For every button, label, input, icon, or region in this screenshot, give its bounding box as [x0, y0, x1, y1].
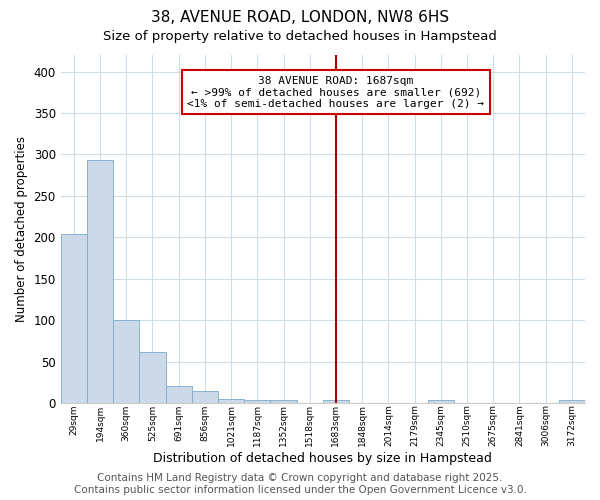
Bar [559, 400, 585, 403]
Bar [139, 352, 166, 403]
Text: Contains HM Land Registry data © Crown copyright and database right 2025.
Contai: Contains HM Land Registry data © Crown c… [74, 474, 526, 495]
Text: 38, AVENUE ROAD, LONDON, NW8 6HS: 38, AVENUE ROAD, LONDON, NW8 6HS [151, 10, 449, 25]
Bar [192, 392, 218, 403]
Text: Size of property relative to detached houses in Hampstead: Size of property relative to detached ho… [103, 30, 497, 43]
Bar [166, 386, 192, 403]
Bar [428, 400, 454, 403]
Bar [113, 320, 139, 403]
Bar [244, 400, 271, 403]
X-axis label: Distribution of detached houses by size in Hampstead: Distribution of detached houses by size … [154, 452, 492, 465]
Bar [271, 400, 296, 403]
Bar [87, 160, 113, 403]
Y-axis label: Number of detached properties: Number of detached properties [15, 136, 28, 322]
Bar [323, 400, 349, 403]
Bar [218, 399, 244, 403]
Bar [61, 234, 87, 403]
Text: 38 AVENUE ROAD: 1687sqm
← >99% of detached houses are smaller (692)
<1% of semi-: 38 AVENUE ROAD: 1687sqm ← >99% of detach… [187, 76, 484, 109]
